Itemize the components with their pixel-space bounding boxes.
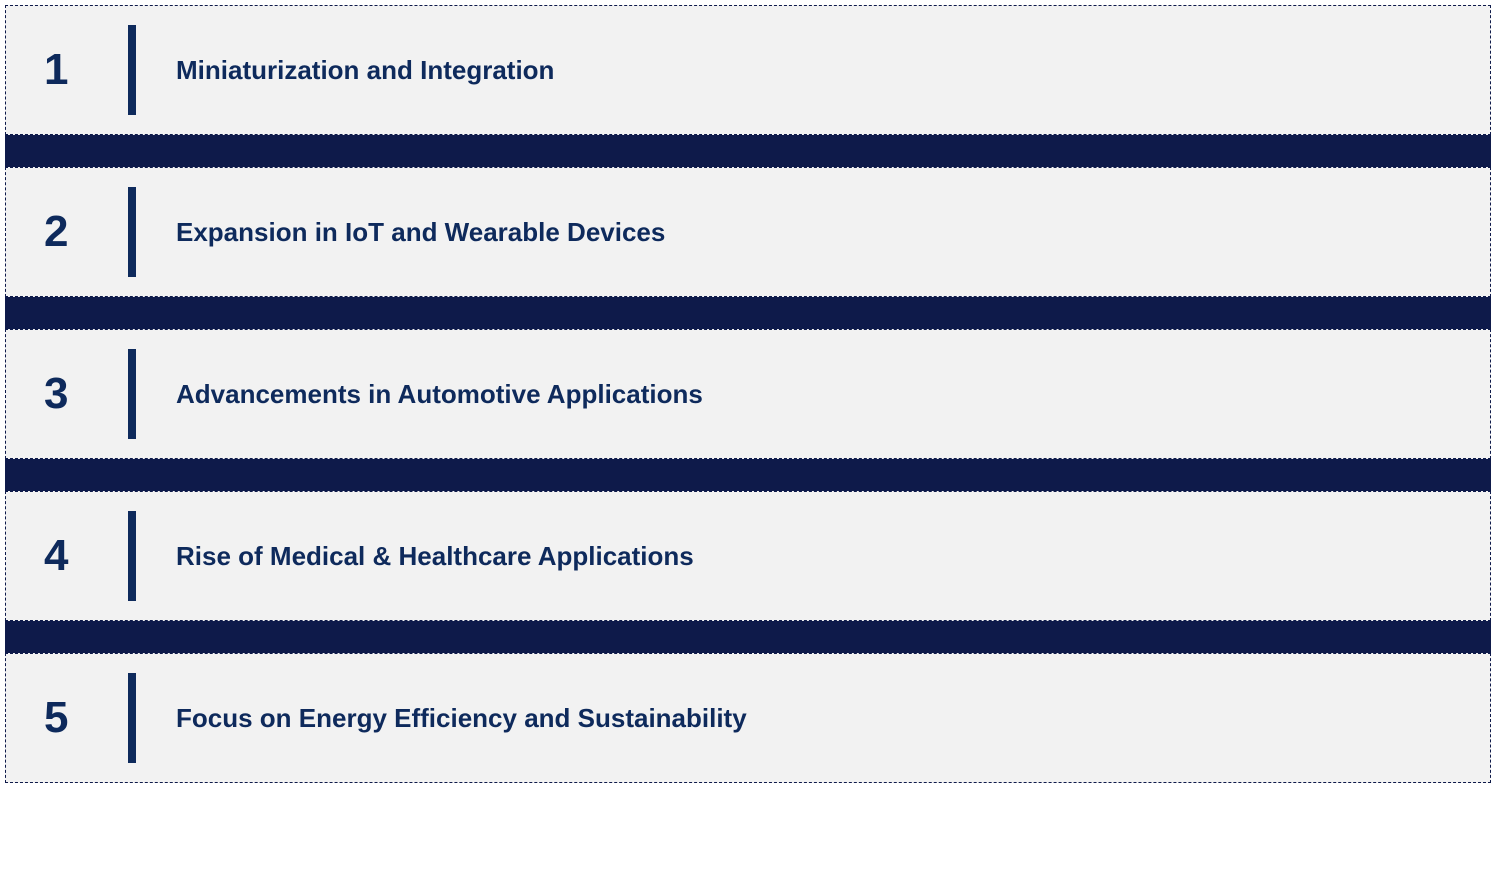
separator-bar xyxy=(5,459,1491,489)
divider-bar xyxy=(128,187,136,277)
separator-bar xyxy=(5,297,1491,327)
item-number: 2 xyxy=(44,207,104,257)
list-item: 2 Expansion in IoT and Wearable Devices xyxy=(5,167,1491,297)
item-number: 5 xyxy=(44,693,104,743)
item-label: Focus on Energy Efficiency and Sustainab… xyxy=(176,703,747,734)
item-number: 1 xyxy=(44,45,104,95)
item-label: Rise of Medical & Healthcare Application… xyxy=(176,541,694,572)
numbered-list-container: 1 Miniaturization and Integration 2 Expa… xyxy=(5,5,1491,883)
divider-bar xyxy=(128,349,136,439)
divider-bar xyxy=(128,25,136,115)
list-item: 5 Focus on Energy Efficiency and Sustain… xyxy=(5,653,1491,783)
list-item: 4 Rise of Medical & Healthcare Applicati… xyxy=(5,491,1491,621)
separator-bar xyxy=(5,135,1491,165)
divider-bar xyxy=(128,673,136,763)
item-label: Advancements in Automotive Applications xyxy=(176,379,703,410)
item-number: 3 xyxy=(44,369,104,419)
list-item: 1 Miniaturization and Integration xyxy=(5,5,1491,135)
divider-bar xyxy=(128,511,136,601)
item-number: 4 xyxy=(44,531,104,581)
list-item: 3 Advancements in Automotive Application… xyxy=(5,329,1491,459)
separator-bar xyxy=(5,621,1491,651)
item-label: Miniaturization and Integration xyxy=(176,55,554,86)
item-label: Expansion in IoT and Wearable Devices xyxy=(176,217,665,248)
